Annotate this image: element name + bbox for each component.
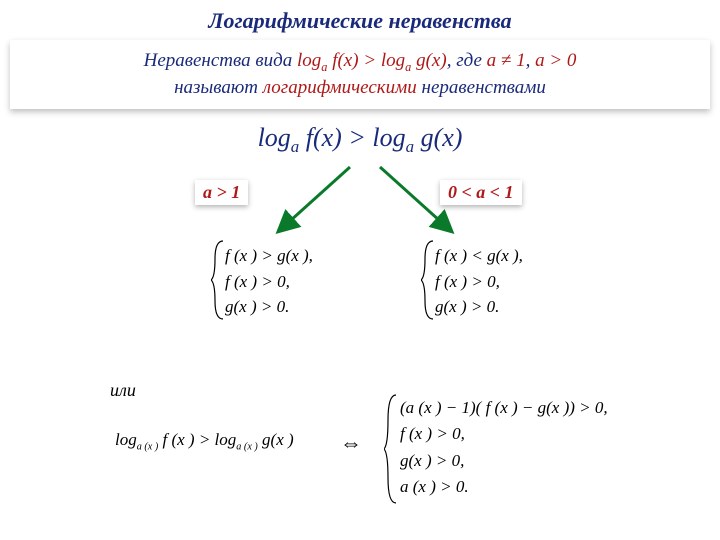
branch-label-left: a > 1 bbox=[195, 180, 248, 205]
definition-box: Неравенства вида loga f(x) > loga g(x), … bbox=[10, 40, 710, 109]
ll-log1: log bbox=[115, 430, 137, 449]
def-fx: f(x) > log bbox=[327, 50, 405, 71]
sg-l2: f (x ) > 0, bbox=[400, 421, 608, 447]
sr-l3: g(x ) > 0. bbox=[435, 294, 523, 320]
brace-icon bbox=[211, 239, 227, 321]
def-cond2: a > 0 bbox=[535, 50, 576, 71]
mi-fx: f(x) > log bbox=[299, 123, 405, 152]
ll-gx: g(x ) bbox=[258, 430, 294, 449]
sg-l4: a (x ) > 0. bbox=[400, 474, 608, 500]
lower-left-formula: loga (x ) f (x ) > loga (x ) g(x ) bbox=[115, 430, 294, 452]
def-gx: g(x) bbox=[411, 50, 446, 71]
sr-l2: f (x ) > 0, bbox=[435, 269, 523, 295]
sg-l1: (a (x ) − 1)( f (x ) − g(x )) > 0, bbox=[400, 395, 608, 421]
def-part1: Неравенства вида bbox=[144, 50, 297, 71]
def-log1: log bbox=[297, 50, 321, 71]
sg-l3: g(x ) > 0, bbox=[400, 448, 608, 474]
title-text: Логарифмические неравенства bbox=[208, 8, 511, 33]
page-title: Логарифмические неравенства bbox=[0, 0, 720, 34]
mi-a2: a bbox=[406, 137, 414, 156]
def-part3: называют bbox=[174, 77, 263, 98]
ll-sub1: a (x ) bbox=[137, 441, 159, 452]
sl-l1: f (x ) > g(x ), bbox=[225, 243, 313, 269]
branch-label-right: 0 < a < 1 bbox=[440, 180, 522, 205]
brace-icon bbox=[384, 393, 400, 505]
mi-a1: a bbox=[291, 137, 299, 156]
system-left: f (x ) > g(x ), f (x ) > 0, g(x ) > 0. bbox=[225, 243, 313, 320]
sr-l1: f (x ) < g(x ), bbox=[435, 243, 523, 269]
arrow-left bbox=[280, 167, 350, 230]
def-part4: неравенствами bbox=[417, 77, 546, 98]
def-sep: , bbox=[526, 50, 536, 71]
iff-symbol: ⇔ bbox=[340, 430, 362, 456]
system-right: f (x ) < g(x ), f (x ) > 0, g(x ) > 0. bbox=[435, 243, 523, 320]
def-cond1: a ≠ 1 bbox=[487, 50, 526, 71]
mi-log1: log bbox=[258, 123, 291, 152]
ll-sub2: a (x ) bbox=[236, 441, 258, 452]
def-redword: логарифмическими bbox=[263, 77, 417, 98]
label-left-text: a > 1 bbox=[203, 182, 240, 202]
mi-gx: g(x) bbox=[414, 123, 462, 152]
sl-l3: g(x ) > 0. bbox=[225, 294, 313, 320]
brace-icon bbox=[421, 239, 437, 321]
ll-fx: f (x ) > log bbox=[158, 430, 236, 449]
or-label: или bbox=[110, 380, 136, 401]
main-inequality: loga f(x) > loga g(x) bbox=[0, 123, 720, 157]
label-right-text: 0 < a < 1 bbox=[448, 182, 514, 202]
sl-l2: f (x ) > 0, bbox=[225, 269, 313, 295]
def-part2: , где bbox=[447, 50, 487, 71]
system-general: (a (x ) − 1)( f (x ) − g(x )) > 0, f (x … bbox=[400, 395, 608, 500]
